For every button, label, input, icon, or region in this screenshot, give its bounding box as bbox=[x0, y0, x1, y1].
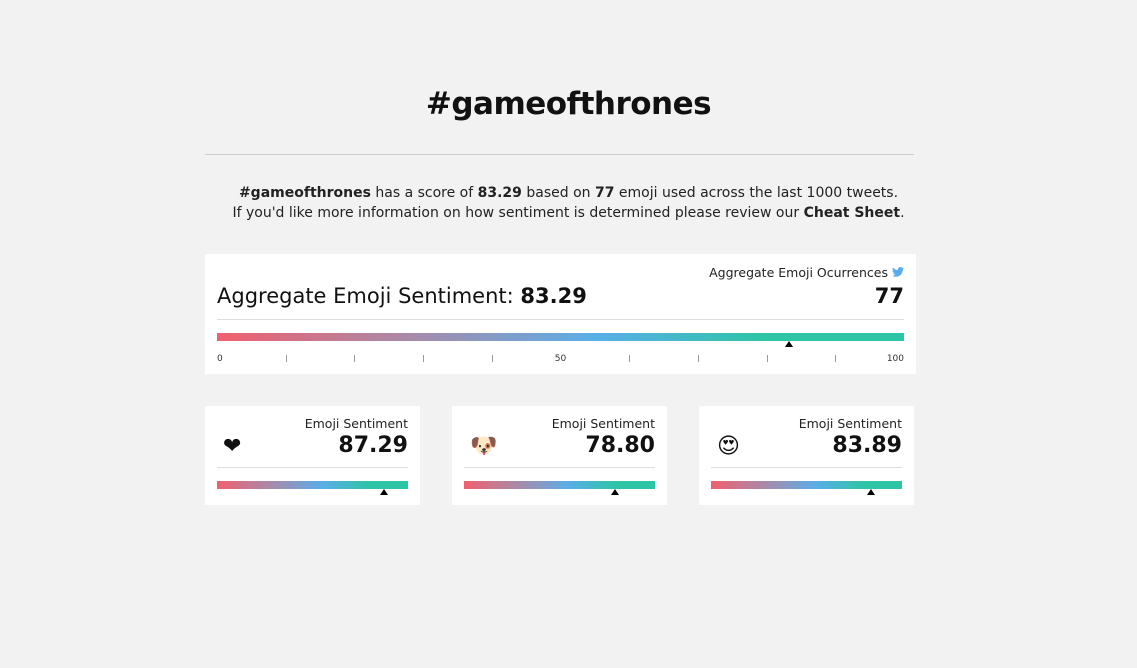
divider bbox=[464, 467, 655, 468]
divider bbox=[205, 154, 914, 155]
score-marker bbox=[379, 489, 388, 495]
twitter-icon bbox=[892, 267, 904, 277]
divider bbox=[217, 319, 904, 320]
page-title: #gameofthrones bbox=[425, 86, 712, 122]
hashtag: #gameofthrones bbox=[238, 185, 371, 201]
score: 83.29 bbox=[477, 185, 522, 201]
card-score: 83.89 bbox=[832, 433, 902, 458]
divider bbox=[217, 467, 408, 468]
tick bbox=[491, 355, 493, 362]
tick-label: 100 bbox=[886, 354, 904, 364]
tick-label: 50 bbox=[554, 354, 567, 364]
sentiment-bar bbox=[711, 481, 902, 489]
sentiment-bar bbox=[217, 481, 408, 489]
sentiment-bar bbox=[217, 333, 904, 341]
score-marker bbox=[610, 489, 619, 495]
card-score: 87.29 bbox=[338, 433, 408, 458]
tick bbox=[354, 355, 356, 362]
cheat-sheet-link[interactable]: Cheat Sheet bbox=[803, 205, 901, 221]
aggregate-label: Aggregate Emoji Sentiment: bbox=[217, 284, 514, 308]
emoji-card: Emoji Sentiment 😍 83.89 bbox=[699, 406, 914, 505]
tick-label: 0 bbox=[217, 354, 223, 364]
text: . bbox=[900, 205, 905, 221]
text: based on bbox=[526, 185, 591, 201]
count: 77 bbox=[594, 185, 615, 201]
tick bbox=[766, 355, 768, 362]
tick bbox=[835, 355, 837, 362]
sentiment-bar bbox=[464, 481, 655, 489]
divider bbox=[711, 467, 902, 468]
aggregate-heading: Aggregate Emoji Sentiment: 83.29 bbox=[217, 284, 587, 308]
tick bbox=[423, 355, 425, 362]
intro-line: If you'd like more information on how se… bbox=[0, 205, 1137, 221]
tick bbox=[697, 355, 699, 362]
aggregate-panel: Aggregate Emoji Ocurrences Aggregate Emo… bbox=[205, 254, 916, 374]
card-label: Emoji Sentiment bbox=[551, 416, 655, 431]
emoji: ❤ bbox=[223, 434, 242, 459]
score-marker bbox=[785, 341, 794, 347]
card-score: 78.80 bbox=[585, 433, 655, 458]
occurrences-value: 77 bbox=[874, 284, 904, 308]
occurrences-label: Aggregate Emoji Ocurrences bbox=[709, 265, 888, 280]
card-label: Emoji Sentiment bbox=[798, 416, 902, 431]
intro-line: #gameofthrones has a score of 83.29 base… bbox=[0, 185, 1137, 201]
score-marker bbox=[867, 489, 876, 495]
text: If you'd like more information on how se… bbox=[232, 205, 800, 221]
tick bbox=[629, 355, 631, 362]
emoji: 🐶 bbox=[470, 434, 498, 459]
emoji-card: Emoji Sentiment 🐶 78.80 bbox=[452, 406, 667, 505]
text: tweets. bbox=[846, 185, 899, 201]
text: emoji used across the last bbox=[618, 185, 803, 201]
tweet-count: 1000 bbox=[806, 185, 843, 201]
text: has a score of bbox=[375, 185, 474, 201]
aggregate-score: 83.29 bbox=[520, 284, 587, 308]
card-label: Emoji Sentiment bbox=[304, 416, 408, 431]
emoji-card: Emoji Sentiment ❤ 87.29 bbox=[205, 406, 420, 505]
emoji: 😍 bbox=[717, 434, 740, 459]
tick bbox=[285, 355, 287, 362]
